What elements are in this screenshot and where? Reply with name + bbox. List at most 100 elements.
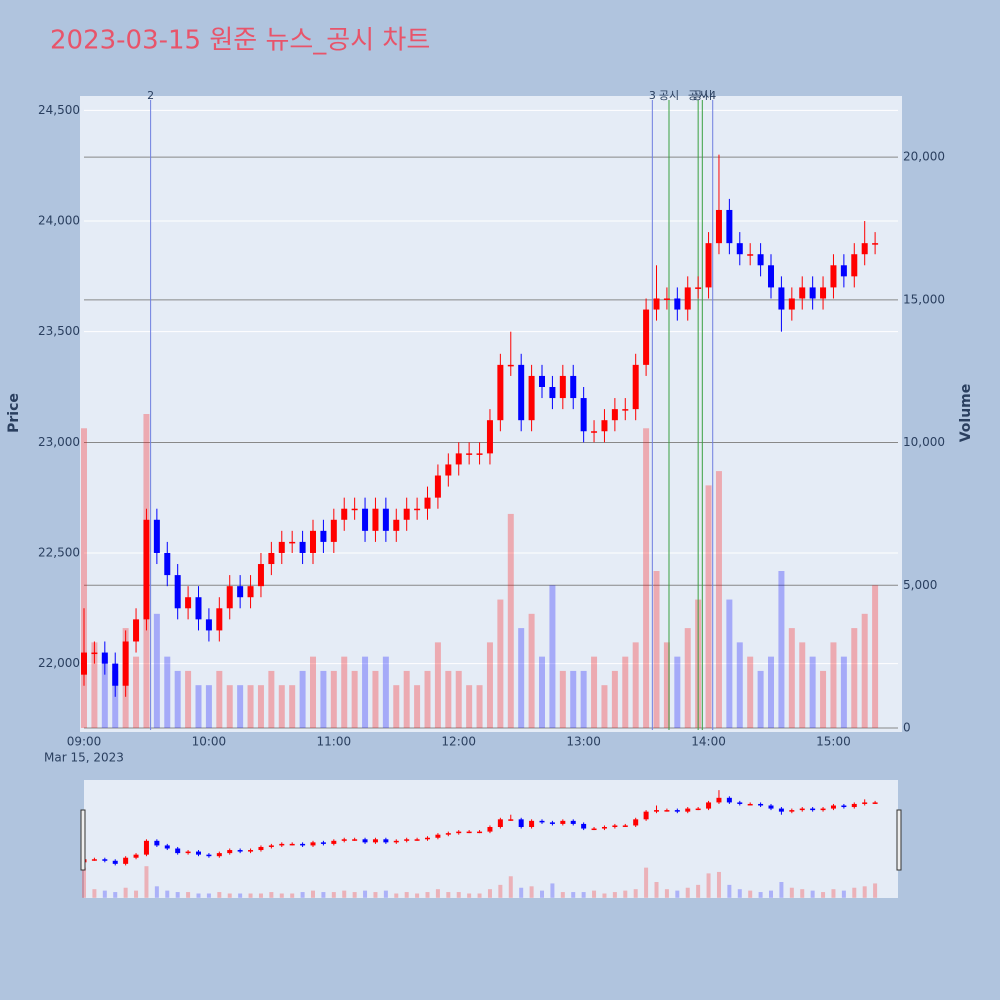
volume-bar	[715, 471, 722, 729]
candle-body	[810, 808, 816, 811]
candle-body	[310, 530, 317, 553]
candle-body	[789, 810, 795, 812]
candle-body	[455, 453, 462, 465]
candle-body	[591, 431, 598, 433]
volume-bar	[320, 670, 327, 729]
volume-bar	[653, 571, 660, 729]
candle-body	[716, 797, 722, 803]
mini-volume-bar	[696, 884, 701, 898]
volume-bar	[153, 613, 160, 729]
mini-volume-bar	[769, 890, 774, 898]
candle-body	[518, 364, 525, 421]
candle-body	[393, 840, 399, 843]
candle-body	[570, 820, 576, 824]
slider-handle[interactable]	[896, 809, 902, 871]
mini-volume-bar	[258, 893, 263, 898]
volume-bar	[570, 670, 577, 729]
x-tick-label: 10:00	[192, 735, 227, 749]
candle-body	[632, 364, 639, 410]
candle-body	[164, 552, 171, 576]
candle-body	[674, 810, 680, 812]
volume-bar	[455, 670, 462, 729]
volume-bar	[549, 585, 556, 729]
candle-body	[663, 298, 670, 300]
mini-volume-bar	[852, 887, 857, 898]
candle-body	[622, 825, 628, 827]
candle-body	[216, 608, 223, 631]
candle-body	[570, 375, 577, 399]
mini-volume-bar	[560, 892, 565, 898]
mini-volume-bar	[165, 890, 170, 898]
candle-body	[424, 497, 431, 509]
candle-body	[497, 364, 504, 421]
event-label: 공시	[659, 89, 679, 102]
candle-body	[487, 826, 493, 832]
candle-body	[175, 848, 181, 854]
mini-volume-bar	[737, 889, 742, 898]
mini-volume-bar	[82, 867, 86, 898]
volume-bar	[310, 656, 317, 729]
candle-body	[653, 298, 660, 310]
candle-body	[778, 287, 785, 310]
mini-volume-bar	[633, 889, 638, 898]
candle-body	[403, 508, 410, 520]
candle-body	[216, 853, 222, 857]
candle-body	[747, 803, 753, 806]
slider-handle[interactable]	[80, 809, 86, 871]
y-tick-label: 24,500	[38, 103, 80, 117]
y-tick-label: 23,000	[38, 435, 80, 449]
candle-body	[404, 839, 410, 841]
mini-volume-bar	[508, 876, 513, 898]
y-tick-label: 24,000	[38, 214, 80, 228]
event-label: 공시	[692, 89, 712, 102]
volume-bar	[185, 670, 192, 729]
mini-volume-bar	[206, 893, 211, 898]
mini-volume-bar	[102, 890, 107, 898]
volume-bar	[393, 685, 400, 729]
candle-body	[476, 453, 483, 455]
volume-bar	[747, 656, 754, 729]
volume-bar	[591, 656, 598, 729]
candle-body	[726, 797, 732, 803]
mini-volume-bar	[196, 893, 201, 898]
volume-bar	[497, 599, 504, 729]
candle-body	[382, 508, 389, 531]
x-tick-label: 12:00	[441, 735, 476, 749]
mini-volume-bar	[664, 889, 669, 898]
candle-body	[861, 243, 868, 255]
candle-body	[143, 840, 149, 855]
candle-body	[851, 254, 858, 277]
candle-body	[257, 564, 264, 587]
x-tick-label: 09:00	[67, 735, 102, 749]
candle-body	[529, 820, 535, 827]
candle-body	[81, 652, 87, 675]
volume-bar	[330, 670, 337, 729]
candle-body	[591, 828, 597, 831]
volume-bar	[445, 670, 452, 729]
mini-volume-bar	[706, 873, 711, 898]
volume-bar	[601, 685, 608, 729]
volume-bar	[788, 628, 795, 729]
range-slider[interactable]	[84, 780, 898, 898]
mini-volume-bar	[571, 892, 576, 898]
candle-body	[601, 826, 607, 829]
candle-body	[435, 834, 441, 838]
candle-body	[414, 839, 420, 841]
volume-bar	[674, 656, 681, 729]
volume-bar	[289, 685, 296, 729]
volume-bar	[257, 685, 264, 729]
candle-body	[768, 805, 774, 809]
y2-tick-label: 5,000	[903, 578, 937, 592]
volume-bar	[174, 670, 181, 729]
mini-volume-bar	[779, 881, 784, 898]
mini-volume-bar	[477, 893, 482, 898]
candle-body	[196, 851, 202, 855]
candle-body	[425, 837, 431, 840]
y-tick-label: 22,500	[38, 545, 80, 559]
y-axis-title: Price	[6, 393, 22, 433]
candle-body	[206, 854, 212, 857]
candle-body	[705, 243, 712, 288]
mini-volume-bar	[862, 886, 867, 898]
candle-body	[227, 850, 233, 854]
y-tick-label: 23,500	[38, 324, 80, 338]
